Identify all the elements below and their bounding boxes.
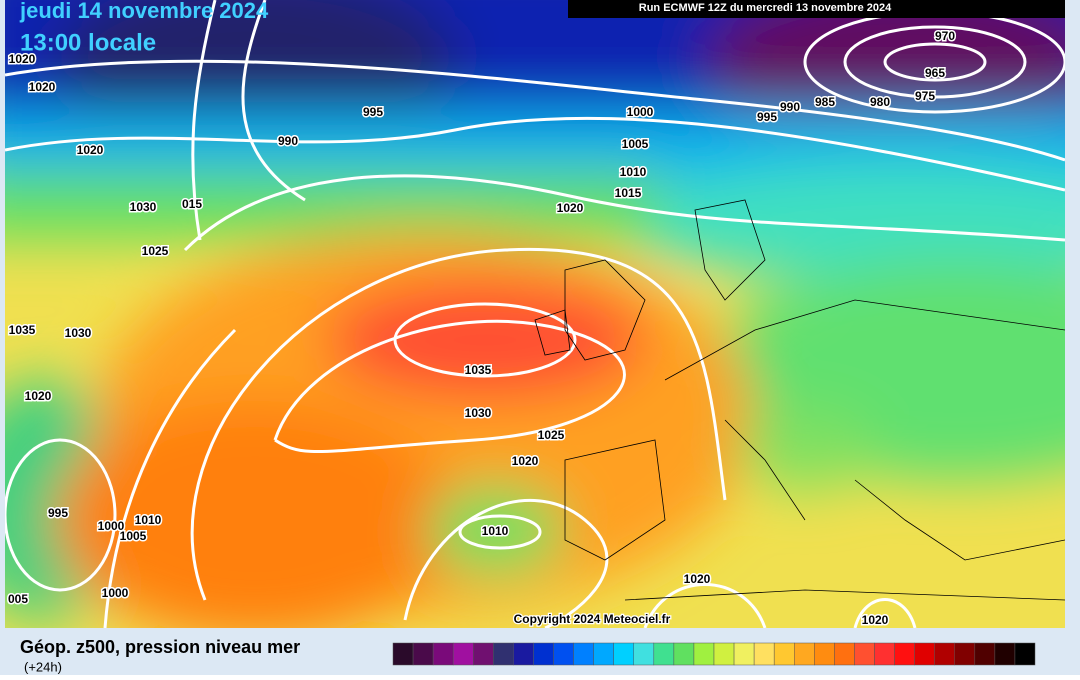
colorbar-swatch <box>452 642 474 666</box>
colorbar-swatch <box>753 642 775 666</box>
isobar-label: 995 <box>757 110 777 124</box>
colorbar-swatch <box>493 642 514 666</box>
isobar-label: 1010 <box>482 524 509 538</box>
isobar-label: 1030 <box>465 406 492 420</box>
colorbar-swatch <box>593 642 614 666</box>
isobar-label: 1020 <box>25 389 52 403</box>
isobar-label: 1015 <box>615 186 642 200</box>
colorbar-swatch <box>573 642 594 666</box>
colorbar-swatch <box>713 642 735 666</box>
colorbar-swatch <box>854 642 875 666</box>
geopotential-field <box>5 0 1065 628</box>
isobar-label: 1000 <box>102 586 129 600</box>
isobar-label: 995 <box>48 506 68 520</box>
isobar-labels: 9709659759809859909951000100510101015102… <box>6 28 956 629</box>
isobar-label: 1020 <box>684 572 711 586</box>
coastlines <box>534 199 1065 601</box>
run-label: Run ECMWF 12Z du mercredi 13 novembre 20… <box>639 2 892 14</box>
colorbar-swatch <box>533 642 554 666</box>
isobar-label: 970 <box>935 29 955 43</box>
isobar-label: 1030 <box>65 326 92 340</box>
colorbar-swatch <box>874 642 895 666</box>
colorbar-swatch <box>814 642 835 666</box>
colorbar-swatch <box>934 642 955 666</box>
isobar-label: 1020 <box>77 143 104 157</box>
colorbar-swatch <box>954 642 976 666</box>
date-label: jeudi 14 novembre 2024 <box>19 0 269 23</box>
colorbar-swatch <box>773 642 795 666</box>
isobar-label: 1000 <box>627 105 654 119</box>
run-banner <box>568 0 1065 18</box>
colorbar-swatch <box>733 642 755 666</box>
isobar-label: 1005 <box>120 529 147 543</box>
isobar-label: 1035 <box>465 363 492 377</box>
legend-subtitle: (+24h) <box>24 659 62 674</box>
isobar-label: 005 <box>8 592 28 606</box>
colorbar-swatch <box>994 642 1016 666</box>
colorbar-swatch <box>794 642 815 666</box>
legend-title: Géop. z500, pression niveau mer <box>20 637 300 657</box>
colorbar-swatch <box>653 642 675 666</box>
colorbar-swatch <box>432 642 454 666</box>
colorbar-swatch <box>553 642 574 666</box>
isobar-label: 1030 <box>130 200 157 214</box>
isobar-label: 995 <box>363 105 383 119</box>
map-area <box>5 0 1065 628</box>
colorbar-swatch <box>392 642 414 666</box>
isobar-label: 1025 <box>538 428 565 442</box>
colorbar-swatch <box>1014 642 1036 666</box>
isobar-label: 980 <box>870 95 890 109</box>
colorbar-swatch <box>633 642 655 666</box>
colorbar-swatch <box>834 642 855 666</box>
colorbar-swatch <box>693 642 715 666</box>
isobar-label: 975 <box>915 89 935 103</box>
isobar-label: 990 <box>780 100 800 114</box>
isobar-label: 1005 <box>622 137 649 151</box>
isobar-label: 985 <box>815 95 835 109</box>
isobar-label: 1020 <box>9 52 36 66</box>
isobar-label: 965 <box>925 66 945 80</box>
isobar-label: 1010 <box>620 165 647 179</box>
time-label: 13:00 locale <box>20 29 156 56</box>
isobars <box>5 0 1065 628</box>
isobar-label: 1025 <box>142 244 169 258</box>
colorbar-swatch <box>513 642 534 666</box>
isobar-label: 1035 <box>9 323 36 337</box>
colorbar-swatch <box>894 642 915 666</box>
colorbar-swatch <box>974 642 996 666</box>
colorbar-swatch <box>914 642 935 666</box>
isobar-label: 1020 <box>512 454 539 468</box>
colorbar-swatch <box>673 642 695 666</box>
colorbar-swatch <box>412 642 434 666</box>
isobar-label: 015 <box>182 197 202 211</box>
isobar-label: 1020 <box>862 613 889 627</box>
colorbar <box>392 642 1036 666</box>
isobar-label: 1000 <box>98 519 125 533</box>
isobar-label: 990 <box>278 134 298 148</box>
colorbar-swatch <box>473 642 494 666</box>
isobar-label: 1020 <box>557 201 584 215</box>
isobar-label: 1020 <box>29 80 56 94</box>
colorbar-swatch <box>613 642 634 666</box>
copyright: Copyright 2024 Meteociel.fr <box>514 612 671 626</box>
isobar-label: 1010 <box>135 513 162 527</box>
